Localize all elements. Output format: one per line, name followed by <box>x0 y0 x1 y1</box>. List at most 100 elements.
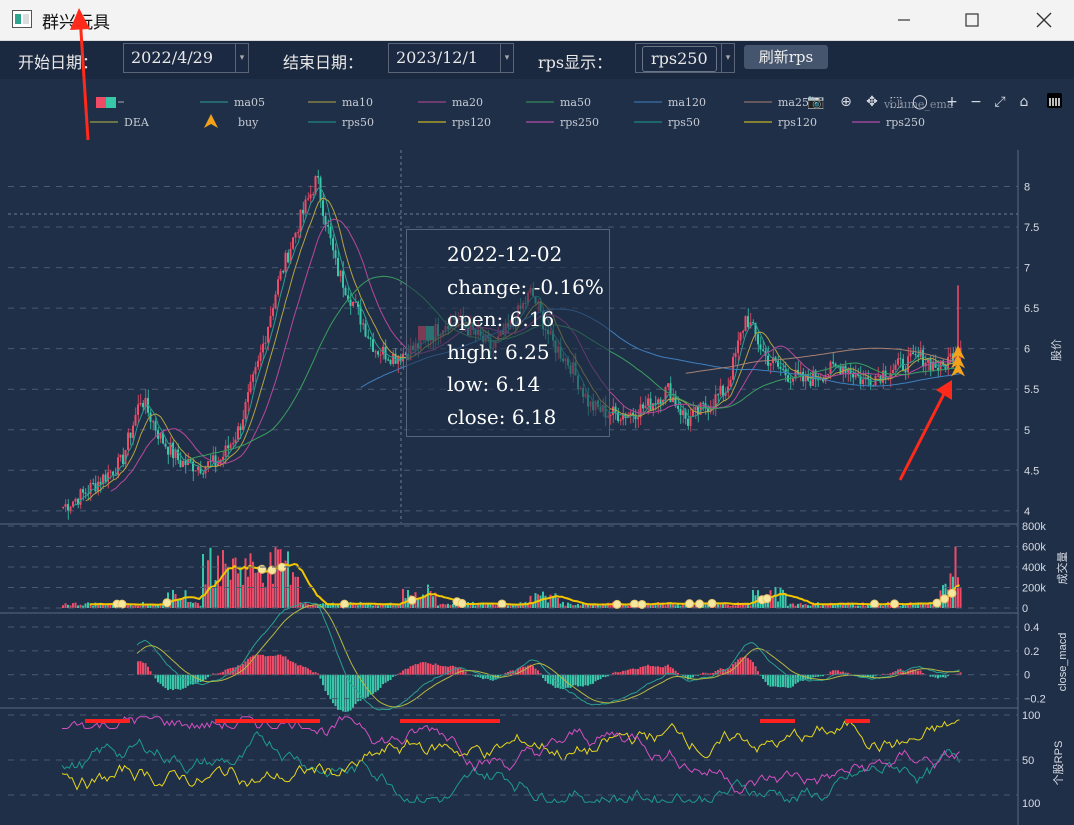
volume-bar <box>372 605 374 608</box>
start-date-input[interactable]: 2022/4/29 ▾ <box>123 43 249 73</box>
volume-bar <box>669 601 672 608</box>
chart-modebar: 📷 ⊕ ✥ ⬚ ◯ + − ⤢ ⌂ <box>807 93 1062 110</box>
volume-bar <box>357 605 359 608</box>
buy-marker <box>951 362 965 377</box>
macd-bar <box>462 669 464 675</box>
volume-bar <box>527 603 529 608</box>
stock-chart[interactable]: 4 4.5 5 5.5 6 6.5 7 7.5 8 股价 0 200k 400k 600k 800k 成交量 −… <box>0 80 1074 825</box>
minimize-button[interactable] <box>880 0 928 40</box>
macd-bar <box>347 674 349 712</box>
volume-bar <box>82 605 84 608</box>
volume-bar <box>737 602 739 608</box>
volume-bar <box>242 584 244 608</box>
rps-select[interactable]: rps250 ▾ <box>635 43 735 73</box>
macd-bar <box>149 671 152 675</box>
box-select-icon[interactable]: ⬚ <box>889 94 902 110</box>
macd-bar <box>642 666 644 675</box>
macd-bar <box>542 674 544 679</box>
macd-bar <box>559 674 562 689</box>
volume-bar <box>224 563 227 608</box>
volume-bar <box>549 594 552 608</box>
rps-display-label: rps显示： <box>538 53 613 72</box>
autoscale-icon[interactable]: ⤢ <box>994 94 1005 110</box>
macd-bar <box>154 674 157 679</box>
macd-bar <box>169 674 172 689</box>
candle-body <box>109 471 112 473</box>
volume-bar <box>354 604 357 608</box>
candle-body <box>189 459 192 462</box>
candle-body <box>782 368 784 370</box>
macd-bar <box>879 674 882 676</box>
maximize-button[interactable] <box>948 0 996 40</box>
volume-bar <box>624 605 627 608</box>
macd-bar <box>527 665 529 675</box>
price-tick-label: 6 <box>1024 344 1030 356</box>
camera-icon[interactable]: 📷 <box>807 94 824 110</box>
end-date-input[interactable]: 2023/12/1 ▾ <box>388 43 514 73</box>
refresh-rps-button[interactable]: 刷新rps <box>744 45 828 69</box>
volume-bar <box>422 594 424 608</box>
macd-bar <box>142 662 144 675</box>
candle-body <box>732 356 734 380</box>
volume-bar <box>744 602 747 608</box>
candle-body <box>202 473 204 475</box>
candle-body <box>357 301 359 307</box>
volume-bar <box>819 605 822 608</box>
zoom-in-icon[interactable]: + <box>946 94 958 110</box>
volume-bar <box>594 604 597 608</box>
buy-marker <box>951 345 965 360</box>
pan-icon[interactable]: ✥ <box>866 94 878 110</box>
candle-body <box>334 250 337 259</box>
volume-bar <box>234 557 237 608</box>
macd-bar <box>752 662 754 675</box>
start-date-dropdown-icon[interactable]: ▾ <box>235 44 248 72</box>
candle-body <box>894 364 897 370</box>
volume-bar <box>492 603 494 608</box>
macd-bar <box>427 663 429 675</box>
macd-bar <box>712 672 714 675</box>
macd-bar <box>209 674 212 676</box>
macd-bar <box>547 674 549 684</box>
candle-body <box>259 352 262 361</box>
macd-bar <box>464 671 467 675</box>
candle-body <box>779 366 782 369</box>
candle-body <box>809 380 812 386</box>
close-button[interactable] <box>1020 0 1068 40</box>
legend-overlay-volume-ema: volume_ema <box>883 98 954 111</box>
volume-bar <box>799 603 802 608</box>
home-icon[interactable]: ⌂ <box>1020 94 1029 110</box>
volume-bar <box>797 603 799 608</box>
volume-bar <box>417 599 419 608</box>
volume-bar <box>442 603 444 608</box>
volume-signal-dot <box>407 595 417 605</box>
candle-body <box>922 349 924 367</box>
volume-bar <box>192 602 194 608</box>
zoom-out-icon[interactable]: − <box>970 94 982 110</box>
volume-bar <box>627 605 629 608</box>
macd-bar <box>337 674 339 710</box>
rps-select-dropdown-icon[interactable]: ▾ <box>721 44 734 72</box>
volume-bar <box>609 604 612 608</box>
candle-body <box>639 404 642 418</box>
zoom-icon[interactable]: ⊕ <box>840 94 852 110</box>
candle-body <box>274 294 277 309</box>
candle-body <box>87 493 89 495</box>
candle-body <box>352 301 354 306</box>
macd-bar <box>637 668 639 675</box>
candle-body <box>269 315 272 327</box>
volume-bar <box>252 561 254 608</box>
end-date-dropdown-icon[interactable]: ▾ <box>500 44 513 72</box>
chart-legend: ma05 ma10 ma20 ma50 ma120 ma250 DEA buy rps50 rps… <box>90 96 954 129</box>
candle-body <box>237 426 239 440</box>
candle-body <box>107 472 109 482</box>
volume-bar <box>597 605 599 608</box>
macd-bar <box>937 674 939 679</box>
volume-bar <box>429 591 432 608</box>
candle-body <box>92 482 94 484</box>
lasso-icon[interactable]: ◯ <box>912 94 928 110</box>
macd-bar <box>534 668 537 675</box>
macd-bar <box>367 674 369 697</box>
candle-body <box>294 232 297 238</box>
candle-body <box>652 403 654 411</box>
volume-bar <box>237 573 239 608</box>
